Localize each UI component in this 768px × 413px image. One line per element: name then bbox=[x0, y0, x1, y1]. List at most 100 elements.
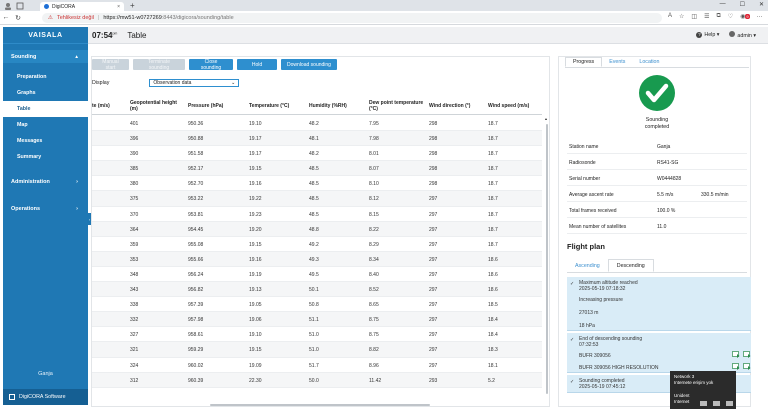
column-header[interactable]: te (m/s) bbox=[92, 103, 110, 109]
back-icon[interactable]: ← bbox=[2, 14, 10, 21]
read-aloud-icon[interactable]: A bbox=[668, 13, 673, 19]
table-horizontal-scrollbar[interactable] bbox=[98, 403, 538, 406]
table-cell: 8.96 bbox=[369, 362, 379, 369]
scroll-up-icon[interactable]: ▴ bbox=[545, 116, 548, 121]
notifications-icon[interactable]: ◉9 bbox=[740, 14, 750, 20]
sidebar-item-messages[interactable]: Messages bbox=[17, 138, 43, 144]
column-header[interactable]: Pressure (hPa) bbox=[188, 103, 224, 109]
table-row[interactable]: 312 960.39 22.30 50.0 11.42 293 5.2 bbox=[92, 372, 542, 388]
collapse-sidebar-button[interactable]: ‹ bbox=[88, 213, 91, 225]
column-header[interactable]: Wind direction (°) bbox=[429, 103, 471, 109]
send-bufr-hr-icon[interactable] bbox=[743, 363, 751, 370]
battery-icon[interactable] bbox=[726, 401, 733, 406]
table-row[interactable]: 380 952.70 19.16 48.5 8.10 298 18.7 bbox=[92, 176, 542, 192]
table-row[interactable]: 324 960.02 19.09 51.7 8.96 297 18.1 bbox=[92, 358, 542, 373]
table-cell: 8.12 bbox=[369, 196, 379, 203]
table-row[interactable]: 353 955.66 19.16 49.3 8.34 297 18.6 bbox=[92, 251, 542, 267]
table-cell: 8.34 bbox=[369, 256, 379, 263]
table-row[interactable]: 364 954.45 19.20 48.8 8.22 297 18.7 bbox=[92, 221, 542, 237]
flight-plan-event-max-altitude[interactable]: ✓ Maximum altitude reached 2025-05-19 07… bbox=[567, 277, 751, 331]
display-select[interactable]: Observation data ⌄ bbox=[149, 79, 240, 87]
column-header[interactable]: Temperature (°C) bbox=[249, 103, 290, 109]
column-header[interactable]: Dew point temperature (°C) bbox=[369, 100, 424, 112]
table-cell: 18.7 bbox=[488, 181, 498, 188]
tab-ascending[interactable]: Ascending bbox=[575, 262, 600, 269]
table-cell: 950.36 bbox=[188, 121, 204, 127]
table-cell: 957.98 bbox=[188, 317, 204, 324]
vaisala-logo: VAISALA bbox=[3, 27, 88, 44]
tab-descending[interactable]: Descending bbox=[607, 259, 654, 272]
close-window-icon[interactable]: ✕ bbox=[758, 2, 764, 8]
profile-icon[interactable] bbox=[4, 2, 12, 10]
sidebar-section-operations[interactable]: Operations › bbox=[3, 202, 88, 215]
column-header[interactable]: Wind speed (m/s) bbox=[488, 103, 530, 109]
split-screen-icon[interactable]: ◫ bbox=[691, 14, 698, 20]
reload-icon[interactable]: ↻ bbox=[15, 14, 21, 22]
scrollbar-thumb[interactable] bbox=[546, 124, 548, 394]
table-row[interactable]: 401 950.36 19.10 48.2 7.95 298 18.7 bbox=[92, 116, 542, 132]
sidebar-section-administration[interactable]: Administration › bbox=[3, 175, 88, 188]
tab-location[interactable]: Location bbox=[639, 59, 660, 65]
table-row[interactable]: 370 953.81 19.23 48.5 8.15 297 18.7 bbox=[92, 207, 542, 222]
flight-plan-event-end-descending[interactable]: ✓ End of descending sounding 07:32:53 BU… bbox=[567, 333, 751, 373]
tab-actions-icon[interactable] bbox=[16, 2, 24, 10]
info-label: Station name bbox=[569, 144, 599, 150]
event-time: 2025-05-19 07:45:12 bbox=[579, 384, 626, 390]
column-header[interactable]: Geopotential height (m) bbox=[130, 100, 177, 112]
chevron-down-icon: ⌄ bbox=[231, 80, 236, 86]
sidebar-item-preparation[interactable]: Preparation bbox=[17, 74, 47, 80]
sidebar-item-summary[interactable]: Summary bbox=[17, 154, 42, 160]
tab-events[interactable]: Events bbox=[609, 59, 626, 65]
user-menu[interactable]: admin ▾ bbox=[729, 31, 756, 39]
more-menu-icon[interactable]: … bbox=[756, 13, 763, 19]
browser-tab-digicora[interactable]: DigiCORA × bbox=[40, 2, 124, 11]
table-row[interactable]: 390 951.58 19.17 48.2 8.01 298 18.7 bbox=[92, 146, 542, 162]
table-row[interactable]: 327 958.61 19.10 51.0 8.75 297 18.4 bbox=[92, 327, 542, 343]
minimize-icon[interactable]: — bbox=[719, 1, 726, 7]
table-row[interactable]: 343 956.82 19.13 50.1 8.52 297 18.6 bbox=[92, 282, 542, 298]
extensions-icon[interactable]: ♡ bbox=[727, 14, 734, 20]
table-row[interactable]: 385 952.17 19.15 48.5 8.07 298 18.7 bbox=[92, 161, 542, 177]
table-row[interactable]: 332 957.98 19.06 51.1 8.75 297 18.4 bbox=[92, 312, 542, 328]
close-sounding-button[interactable]: Close sounding bbox=[189, 59, 233, 71]
close-tab-icon[interactable]: × bbox=[117, 3, 120, 10]
download-bufr-hr-icon[interactable] bbox=[732, 363, 740, 370]
table-cell: 956.24 bbox=[188, 271, 204, 278]
new-tab-button[interactable]: + bbox=[130, 1, 135, 10]
tab-progress[interactable]: Progress bbox=[565, 57, 603, 67]
column-header[interactable]: Humidity (%RH) bbox=[309, 103, 347, 109]
terminate-sounding-button[interactable]: Terminate sounding bbox=[133, 59, 185, 71]
sidebar-section-sounding[interactable]: Sounding ▴ bbox=[3, 50, 88, 63]
sidebar-item-table[interactable]: Table bbox=[3, 101, 88, 117]
download-bufr-icon[interactable] bbox=[732, 351, 740, 358]
display-selector-row: Display Observation data ⌄ bbox=[92, 79, 240, 87]
send-bufr-icon[interactable] bbox=[743, 351, 751, 358]
favorites-icon[interactable]: ☰ bbox=[704, 14, 710, 20]
table-row[interactable]: 396 950.88 19.17 48.1 7.98 298 18.7 bbox=[92, 131, 542, 147]
scrollbar-thumb[interactable] bbox=[210, 404, 430, 406]
table-row[interactable]: 375 953.22 19.22 48.5 8.12 297 18.7 bbox=[92, 191, 542, 207]
hold-button[interactable]: Hold bbox=[237, 59, 277, 70]
collections-icon[interactable]: ⧉ bbox=[716, 13, 721, 19]
table-row[interactable]: 321 959.29 19.15 51.0 8.82 297 18.3 bbox=[92, 342, 542, 358]
help-menu[interactable]: ? Help ▾ bbox=[696, 32, 720, 38]
url-field[interactable]: ⚠ Tehlikesiz değil | https://mw51-w07272… bbox=[42, 13, 662, 23]
table-cell: 297 bbox=[429, 241, 438, 248]
table-cell: 48.2 bbox=[309, 121, 319, 127]
download-sounding-button[interactable]: Download sounding bbox=[281, 59, 337, 70]
volume-icon[interactable] bbox=[713, 401, 720, 406]
network-notification-toast[interactable]: Network 3 Internete erişim yok Unident I… bbox=[670, 371, 736, 409]
table-cell: 312 bbox=[130, 377, 139, 384]
sidebar-item-graphs[interactable]: Graphs bbox=[17, 90, 36, 96]
table-row[interactable]: 359 955.08 19.15 49.2 8.29 297 18.7 bbox=[92, 237, 542, 252]
sidebar-item-map[interactable]: Map bbox=[17, 122, 28, 128]
favorite-star-icon[interactable]: ☆ bbox=[679, 14, 685, 20]
wifi-icon[interactable] bbox=[700, 401, 707, 406]
table-cell: 19.15 bbox=[249, 166, 262, 173]
table-row[interactable]: 348 956.24 19.19 49.5 8.40 297 18.6 bbox=[92, 267, 542, 283]
digicora-software-footer[interactable]: DigiCORA Software bbox=[3, 389, 88, 405]
manual-start-button[interactable]: Manual start bbox=[92, 59, 129, 71]
maximize-icon[interactable]: ☐ bbox=[739, 2, 745, 8]
table-row[interactable]: 338 957.39 19.05 50.8 8.65 297 18.5 bbox=[92, 297, 542, 313]
table-vertical-scrollbar[interactable]: ▴ bbox=[545, 116, 549, 402]
